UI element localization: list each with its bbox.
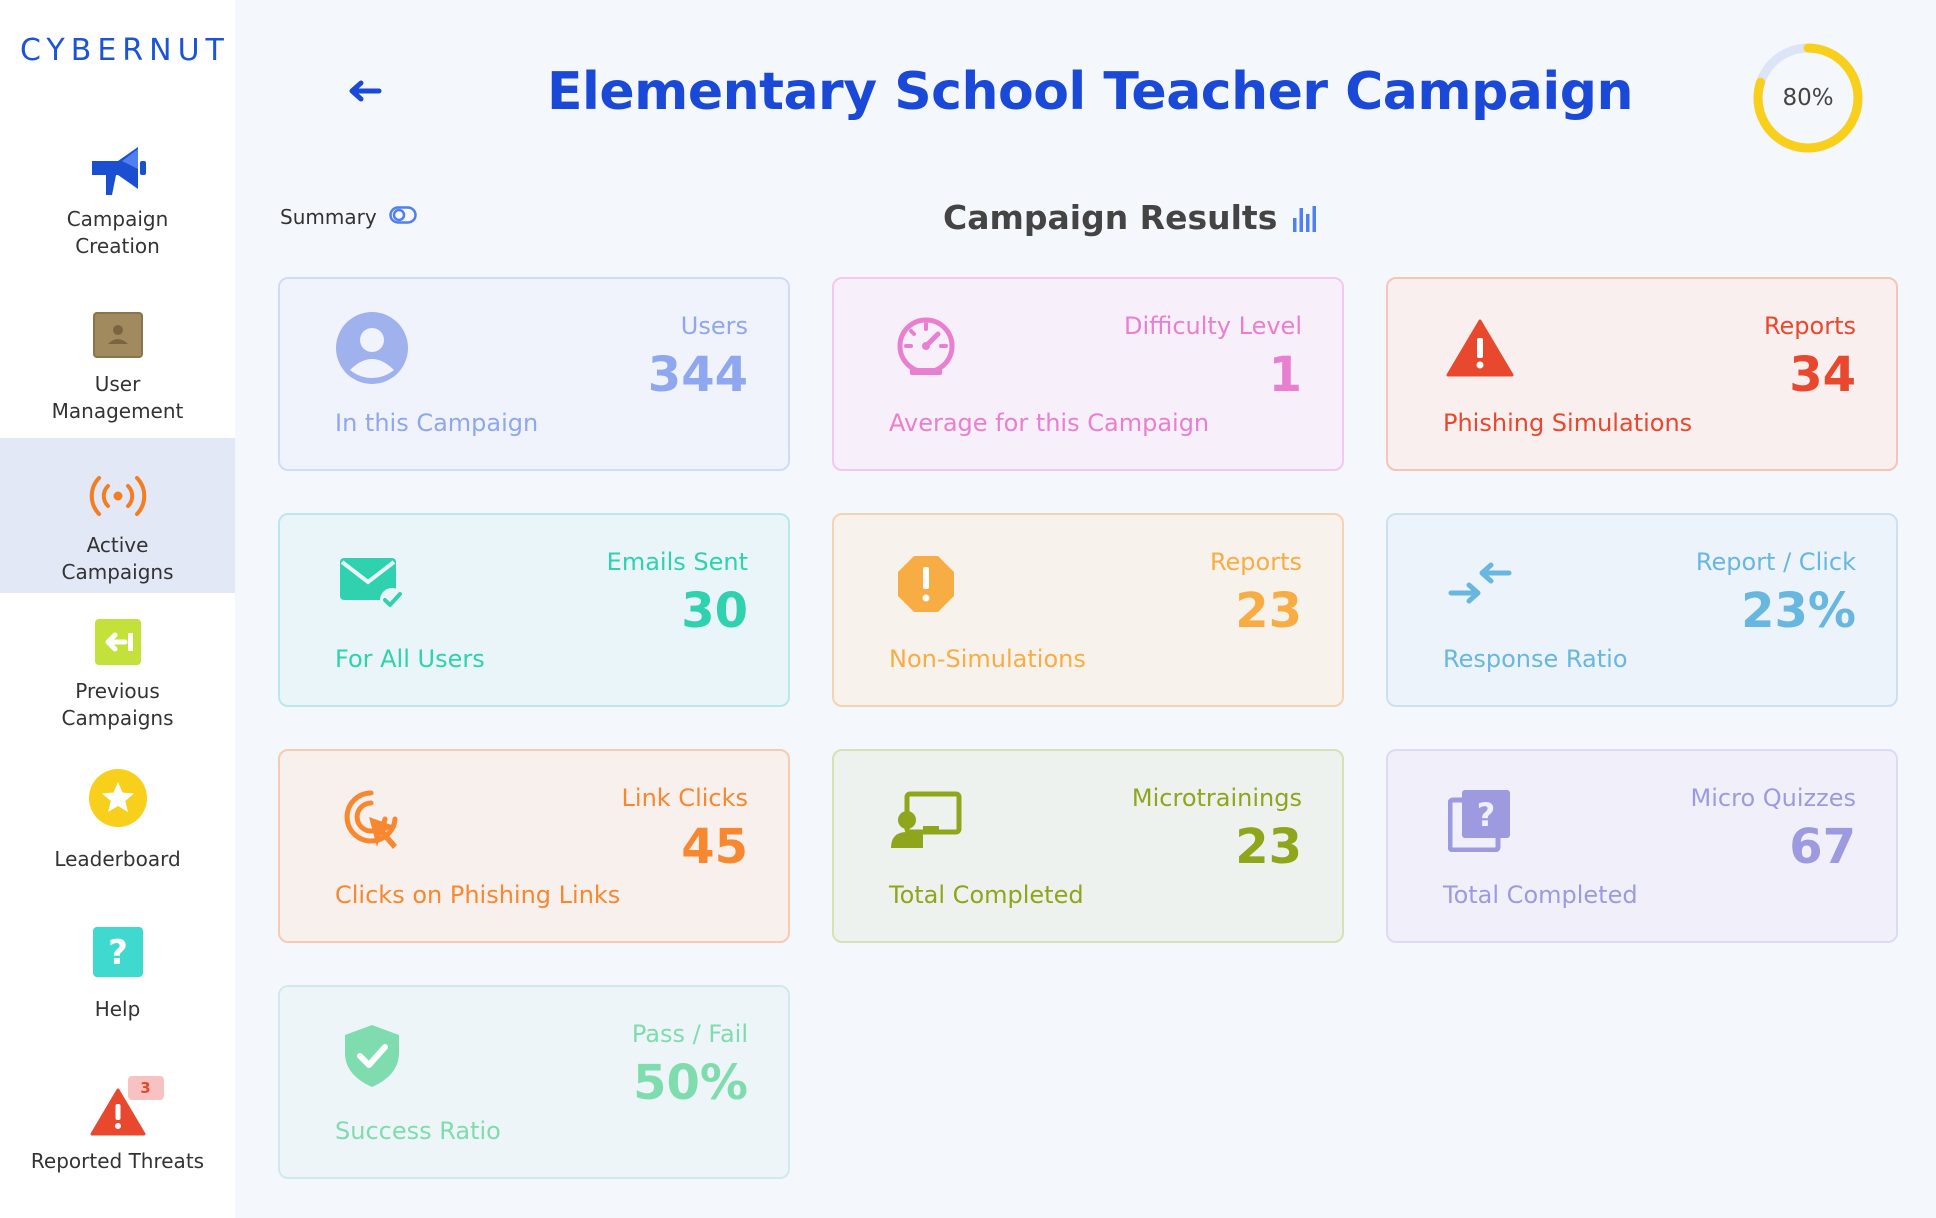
card-value: 67 xyxy=(1789,819,1856,875)
card-subtitle: For All Users xyxy=(335,645,485,673)
back-arrow-button[interactable] xyxy=(347,78,387,108)
notification-badge: 3 xyxy=(127,1076,164,1100)
card-label: Link Clicks xyxy=(621,784,748,812)
svg-text:?: ? xyxy=(108,933,128,973)
card-label: Emails Sent xyxy=(606,548,748,576)
sidebar-item-label: Help xyxy=(94,997,141,1021)
progress-label: 80% xyxy=(1782,85,1834,111)
question-icon: ? xyxy=(88,922,148,982)
quiz-cards-icon: ? xyxy=(1443,783,1517,857)
card-subtitle: Phishing Simulations xyxy=(1443,409,1693,437)
card-label: Microtrainings xyxy=(1131,784,1302,812)
summary-toggle[interactable]: Summary xyxy=(280,205,417,229)
shield-check-icon xyxy=(335,1019,409,1093)
stat-card-link-clicks[interactable]: Link Clicks 45 Clicks on Phishing Links xyxy=(278,749,790,943)
bar-chart-icon xyxy=(1293,205,1317,232)
card-label: Users xyxy=(680,312,748,340)
card-subtitle: Response Ratio xyxy=(1443,645,1628,673)
stat-card-reports-non-sim[interactable]: Reports 23 Non-Simulations xyxy=(832,513,1344,707)
stat-card-report-click[interactable]: Report / Click 23% Response Ratio xyxy=(1386,513,1898,707)
sidebar-item-label: Campaign Creation xyxy=(66,207,169,258)
star-icon xyxy=(88,768,148,828)
sidebar-item-previous-campaigns[interactable]: Previous Campaigns xyxy=(0,612,235,737)
stat-card-users[interactable]: Users 344 In this Campaign xyxy=(278,277,790,471)
card-subtitle: Total Completed xyxy=(889,881,1084,909)
results-title: Campaign Results xyxy=(943,198,1278,237)
email-check-icon xyxy=(335,547,409,621)
card-label: Micro Quizzes xyxy=(1690,784,1856,812)
sidebar-item-campaign-creation[interactable]: Campaign Creation xyxy=(0,140,235,270)
warning-triangle-icon xyxy=(1443,311,1517,385)
user-icon xyxy=(335,311,409,385)
user-card-icon xyxy=(88,305,148,365)
card-value: 344 xyxy=(647,347,748,403)
sidebar-item-label: Reported Threats xyxy=(30,1149,205,1173)
card-label: Report / Click xyxy=(1695,548,1856,576)
summary-label: Summary xyxy=(280,205,377,229)
card-subtitle: Average for this Campaign xyxy=(889,409,1210,437)
sidebar-item-label: Previous Campaigns xyxy=(61,679,174,730)
back-arrow-icon xyxy=(88,612,148,672)
sidebar-item-label: Active Campaigns xyxy=(61,533,174,584)
card-label: Reports xyxy=(1763,312,1856,340)
sidebar-item-active-campaigns[interactable]: Active Campaigns xyxy=(0,438,235,593)
card-value: 23 xyxy=(1235,819,1302,875)
card-subtitle: In this Campaign xyxy=(335,409,539,437)
sidebar-item-label: Leaderboard xyxy=(54,847,181,871)
svg-text:?: ? xyxy=(1477,796,1496,834)
card-subtitle: Clicks on Phishing Links xyxy=(335,881,621,909)
sidebar-item-user-management[interactable]: User Management xyxy=(0,305,235,425)
card-value: 50% xyxy=(633,1055,748,1111)
stat-card-emails-sent[interactable]: Emails Sent 30 For All Users xyxy=(278,513,790,707)
stat-card-reports-phishing[interactable]: Reports 34 Phishing Simulations xyxy=(1386,277,1898,471)
card-subtitle: Total Completed xyxy=(1443,881,1638,909)
sidebar-item-label: User Management xyxy=(51,372,184,423)
stat-card-difficulty[interactable]: Difficulty Level 1 Average for this Camp… xyxy=(832,277,1344,471)
sidebar-item-help[interactable]: ? Help xyxy=(0,922,235,1032)
warning-icon: 3 xyxy=(88,1076,164,1142)
sidebar-item-reported-threats[interactable]: 3 Reported Threats xyxy=(0,1076,235,1192)
click-target-icon xyxy=(335,783,409,857)
sidebar: CYBERNUT Campaign Creation User Manageme… xyxy=(0,0,235,1218)
card-value: 23 xyxy=(1235,583,1302,639)
card-value: 45 xyxy=(681,819,748,875)
speedometer-icon xyxy=(889,311,963,385)
page-title: Elementary School Teacher Campaign xyxy=(547,62,1633,122)
toggle-icon[interactable] xyxy=(388,206,417,228)
cybernut-logo[interactable]: CYBERNUT xyxy=(20,33,230,68)
card-label: Pass / Fail xyxy=(631,1020,748,1048)
compress-arrows-icon xyxy=(1443,547,1517,621)
campaign-results-heading: Campaign Results xyxy=(943,198,1317,237)
card-label: Difficulty Level xyxy=(1123,312,1302,340)
card-subtitle: Non-Simulations xyxy=(889,645,1086,673)
alert-octagon-icon xyxy=(889,547,963,621)
broadcast-icon xyxy=(88,466,148,526)
card-label: Reports xyxy=(1209,548,1302,576)
card-value: 23% xyxy=(1741,583,1856,639)
stat-card-pass-fail[interactable]: Pass / Fail 50% Success Ratio xyxy=(278,985,790,1179)
card-subtitle: Success Ratio xyxy=(335,1117,501,1145)
stat-card-micro-quizzes[interactable]: ? Micro Quizzes 67 Total Completed xyxy=(1386,749,1898,943)
megaphone-icon xyxy=(88,140,148,200)
sidebar-item-leaderboard[interactable]: Leaderboard xyxy=(0,768,235,878)
card-value: 30 xyxy=(681,583,748,639)
campaign-progress-ring: 80% xyxy=(1752,42,1864,154)
card-value: 34 xyxy=(1789,347,1856,403)
card-value: 1 xyxy=(1268,347,1302,403)
stat-card-microtrainings[interactable]: Microtrainings 23 Total Completed xyxy=(832,749,1344,943)
presenter-icon xyxy=(889,783,963,857)
